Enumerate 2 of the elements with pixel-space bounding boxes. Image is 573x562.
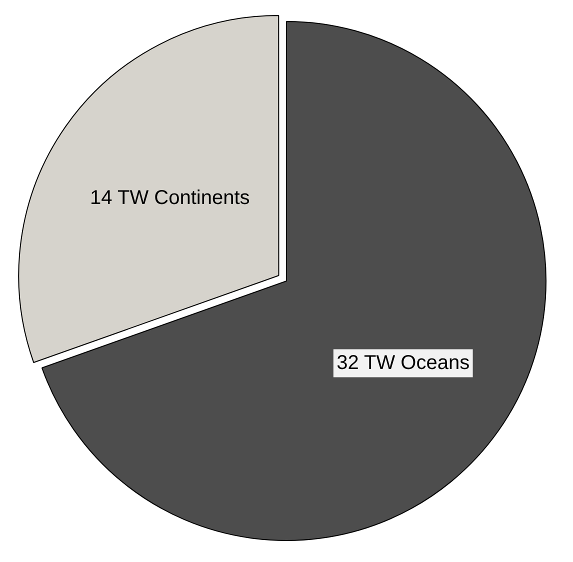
- slice-label: 14 TW Continents: [90, 187, 250, 210]
- slice-label: 32 TW Oceans: [336, 352, 470, 374]
